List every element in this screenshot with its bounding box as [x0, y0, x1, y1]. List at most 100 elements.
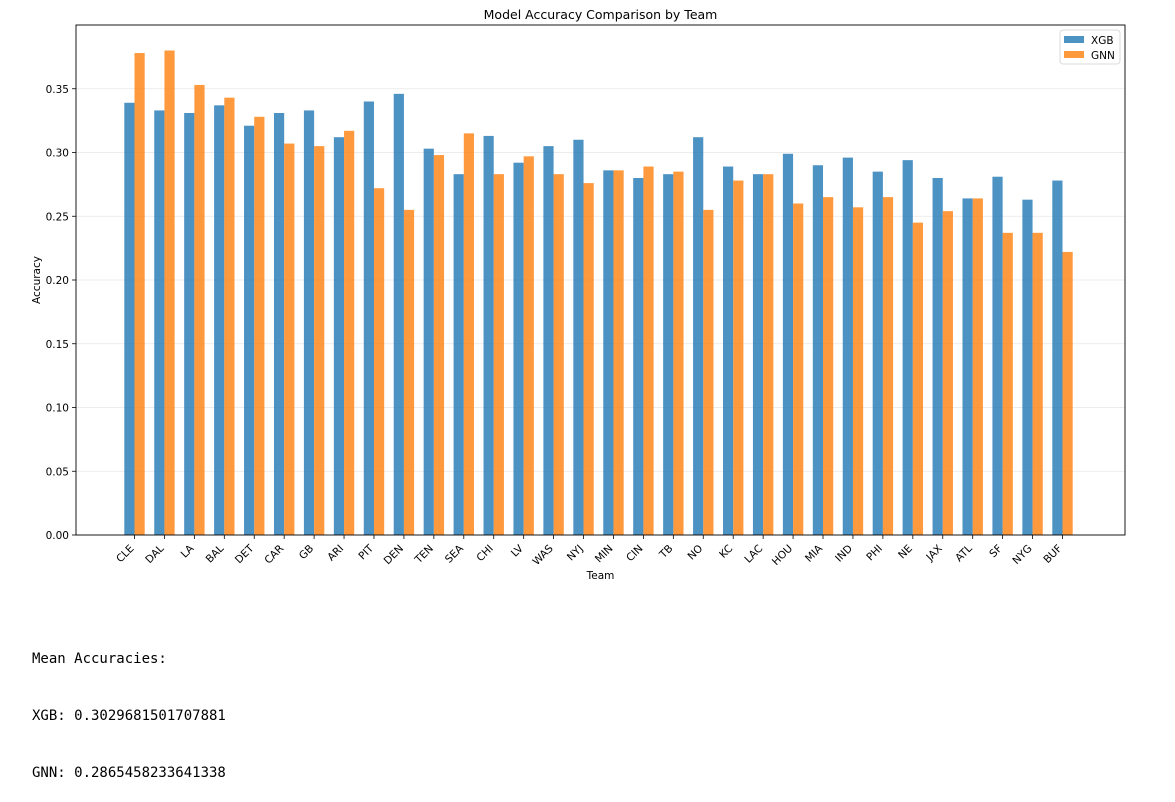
- bar-gnn-kc: [733, 180, 744, 536]
- y-tick-label-1: 0.05: [46, 466, 69, 478]
- x-axis-label: Team: [586, 570, 615, 582]
- bar-gnn-car: [284, 143, 295, 535]
- xgb-mean-line: XGB: 0.3029681501707881: [32, 708, 226, 724]
- x-tick-label-min: MIN: [593, 543, 616, 566]
- bar-gnn-cle: [134, 53, 145, 536]
- bar-gnn-tb: [673, 171, 684, 535]
- y-tick-label-4: 0.20: [46, 275, 69, 287]
- x-tick-label-ind: IND: [833, 543, 855, 565]
- bar-xgb-gb: [303, 110, 315, 536]
- bar-xgb-mia: [812, 165, 824, 535]
- bar-xgb-ne: [902, 160, 913, 535]
- bar-xgb-lv: [513, 162, 524, 535]
- bar-xgb-atl: [962, 198, 973, 535]
- x-tick-label-den: DEN: [382, 543, 406, 567]
- bar-gnn-bal: [224, 97, 235, 536]
- x-tick-label-hou: HOU: [770, 543, 795, 568]
- bar-gnn-la: [194, 84, 205, 536]
- bar-xgb-buf: [1052, 180, 1063, 536]
- x-tick-label-det: DET: [233, 542, 257, 566]
- legend-swatch-gnn: [1064, 51, 1084, 58]
- x-tick-label-gb: GB: [297, 543, 316, 562]
- x-tick-label-nyg: NYG: [1010, 543, 1034, 567]
- x-tick-label-ten: TEN: [412, 543, 436, 567]
- bar-xgb-sf: [992, 176, 1003, 535]
- bar-gnn-sea: [463, 133, 474, 535]
- bar-xgb-lac: [752, 174, 764, 536]
- bar-gnn-hou: [793, 203, 804, 535]
- bar-gnn-phi: [882, 197, 894, 535]
- bar-gnn-was: [553, 174, 564, 536]
- y-tick-label-3: 0.15: [46, 339, 69, 351]
- legend-swatch-xgb: [1064, 36, 1084, 43]
- bar-gnn-ten: [433, 155, 445, 536]
- bar-xgb-jax: [932, 178, 943, 535]
- bar-xgb-det: [244, 125, 255, 535]
- x-tick-label-phi: PHI: [864, 543, 885, 564]
- bar-gnn-buf: [1062, 251, 1073, 535]
- bar-gnn-mia: [823, 197, 834, 535]
- x-tick-label-mia: MIA: [803, 542, 826, 565]
- mean-accuracies-output: Mean Accuracies: XGB: 0.3029681501707881…: [32, 612, 226, 802]
- y-tick-label-5: 0.25: [46, 211, 69, 223]
- bar-xgb-hou: [782, 153, 794, 535]
- x-tick-label-pit: PIT: [356, 542, 376, 562]
- bar-xgb-car: [273, 112, 285, 535]
- plot-frame: [75, 24, 1126, 536]
- legend-label-gnn: GNN: [1091, 50, 1115, 62]
- bar-gnn-det: [254, 116, 265, 536]
- x-tick-label-cle: CLE: [114, 543, 137, 566]
- x-tick-label-kc: KC: [717, 543, 735, 561]
- bar-gnn-chi: [493, 174, 504, 536]
- bar-gnn-den: [403, 209, 415, 535]
- bar-gnn-dal: [164, 50, 175, 535]
- bar-xgb-bal: [214, 105, 225, 535]
- bar-gnn-no: [703, 209, 714, 535]
- bar-xgb-ari: [333, 137, 345, 535]
- x-tick-label-nyj: NYJ: [565, 543, 586, 564]
- bar-xgb-nyj: [573, 139, 584, 535]
- bar-xgb-kc: [723, 166, 734, 535]
- mean-accuracies-header: Mean Accuracies:: [32, 651, 167, 667]
- bar-gnn-atl: [972, 198, 983, 535]
- bar-xgb-dal: [154, 110, 165, 536]
- x-tick-label-chi: CHI: [474, 543, 495, 564]
- x-tick-label-no: NO: [686, 543, 706, 563]
- bar-gnn-lac: [763, 174, 774, 536]
- x-tick-label-sea: SEA: [443, 542, 467, 566]
- chart-title: Model Accuracy Comparison by Team: [484, 7, 718, 22]
- bar-gnn-min: [613, 170, 624, 535]
- y-tick-label-6: 0.30: [46, 148, 69, 160]
- bar-gnn-nyg: [1032, 232, 1043, 535]
- bar-xgb-chi: [483, 135, 494, 536]
- x-tick-label-car: CAR: [262, 543, 286, 567]
- y-tick-label-7: 0.35: [46, 84, 69, 96]
- gnn-mean-line: GNN: 0.2865458233641338: [32, 765, 226, 781]
- bar-xgb-nyg: [1022, 199, 1033, 536]
- y-axis-label: Accuracy: [31, 256, 43, 304]
- bar-gnn-ari: [344, 130, 355, 535]
- bar-xgb-cle: [124, 102, 135, 536]
- y-tick-label-2: 0.10: [46, 403, 69, 415]
- x-tick-label-buf: BUF: [1041, 543, 1064, 566]
- bar-xgb-sea: [453, 174, 464, 536]
- bar-gnn-jax: [942, 211, 953, 535]
- bar-gnn-gb: [314, 146, 325, 535]
- bar-xgb-den: [393, 93, 404, 535]
- y-tick-label-0: 0.00: [46, 530, 69, 542]
- bar-xgb-pit: [363, 101, 374, 535]
- bar-xgb-la: [184, 112, 195, 535]
- bar-gnn-nyj: [583, 183, 594, 535]
- bar-xgb-was: [543, 146, 554, 535]
- x-tick-label-tb: TB: [657, 543, 676, 562]
- x-tick-label-was: WAS: [531, 542, 556, 567]
- bar-gnn-ind: [852, 207, 864, 535]
- bar-xgb-no: [693, 137, 704, 535]
- bar-xgb-ten: [423, 148, 434, 536]
- x-tick-label-ne: NE: [896, 543, 915, 562]
- bar-gnn-lv: [523, 156, 534, 535]
- x-tick-label-sf: SF: [987, 543, 1004, 560]
- bar-xgb-phi: [872, 171, 883, 535]
- bar-gnn-ne: [912, 222, 924, 535]
- x-tick-label-atl: ATL: [953, 543, 975, 565]
